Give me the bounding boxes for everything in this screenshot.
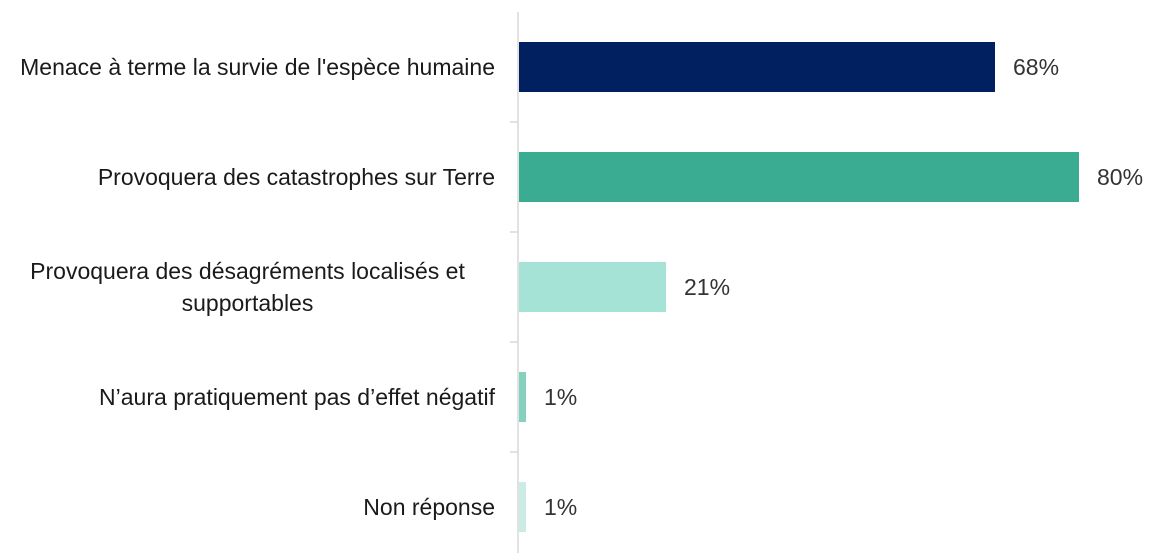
bar xyxy=(519,152,1079,202)
bar xyxy=(519,42,995,92)
category-text: Non réponse xyxy=(363,494,495,520)
value-label: 68% xyxy=(1013,54,1059,80)
category-label: Provoquera des désagréments localisés et… xyxy=(0,232,495,342)
bar xyxy=(519,262,666,312)
category-label: Non réponse xyxy=(0,452,495,553)
category-text: Menace à terme la survie de l'espèce hum… xyxy=(20,54,495,80)
category-text: Provoquera des désagréments localisés et… xyxy=(30,258,465,316)
category-label: Menace à terme la survie de l'espèce hum… xyxy=(0,12,495,122)
category-label: N’aura pratiquement pas d’effet négatif xyxy=(0,342,495,452)
value-label: 80% xyxy=(1097,164,1143,190)
value-label: 1% xyxy=(544,384,577,410)
bar xyxy=(519,372,526,422)
bar xyxy=(519,482,526,532)
category-text: N’aura pratiquement pas d’effet négatif xyxy=(99,384,495,410)
value-label: 1% xyxy=(544,494,577,520)
category-text: Provoquera des catastrophes sur Terre xyxy=(97,164,495,190)
value-label: 21% xyxy=(684,274,730,300)
category-label: Provoquera des catastrophes sur Terre xyxy=(0,122,495,232)
